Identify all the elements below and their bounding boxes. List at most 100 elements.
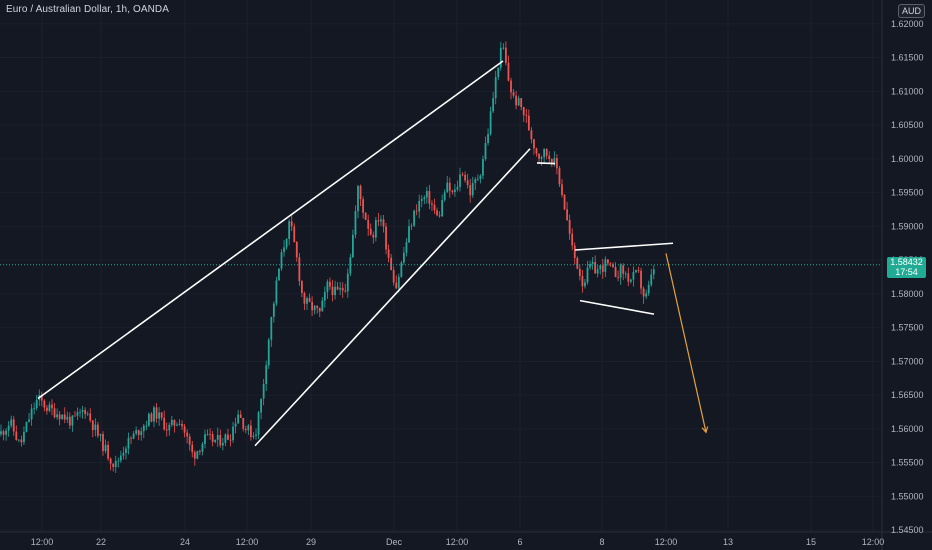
candle-body bbox=[553, 158, 556, 165]
forecast-arrow-line[interactable] bbox=[665, 253, 707, 433]
trendline[interactable] bbox=[37, 60, 504, 400]
candle-body bbox=[71, 415, 74, 426]
candle-body bbox=[51, 404, 53, 409]
candle-body bbox=[255, 434, 257, 436]
price-tick-label: 1.60500 bbox=[891, 120, 924, 130]
trendline[interactable] bbox=[536, 162, 556, 165]
candle-body bbox=[629, 279, 632, 282]
candle-body bbox=[17, 439, 20, 441]
candle-body bbox=[540, 157, 543, 159]
candle-body bbox=[418, 200, 421, 212]
candle-body bbox=[627, 273, 630, 282]
candle-body bbox=[275, 280, 278, 304]
candle-body bbox=[68, 416, 71, 426]
time-tick-label: 8 bbox=[599, 537, 604, 547]
candle-body bbox=[278, 268, 280, 281]
candle-body bbox=[576, 258, 579, 269]
candle-body bbox=[127, 437, 130, 449]
candle-body bbox=[405, 242, 408, 253]
candle-body bbox=[614, 267, 617, 278]
candle-body bbox=[568, 219, 571, 234]
candle-body bbox=[234, 423, 237, 427]
candle-body bbox=[362, 199, 364, 213]
candle-body bbox=[637, 270, 640, 271]
trendline[interactable] bbox=[579, 299, 655, 315]
candle-body bbox=[313, 305, 316, 311]
candle-body bbox=[63, 414, 66, 420]
candle-body bbox=[84, 410, 87, 415]
price-tick-label: 1.55000 bbox=[891, 491, 924, 501]
candle-body bbox=[415, 210, 418, 212]
candle-body bbox=[229, 439, 232, 441]
candle-body bbox=[48, 404, 51, 411]
price-axis[interactable]: 1.625001.620001.615001.610001.605001.600… bbox=[891, 0, 924, 535]
forecast-arrow-head bbox=[701, 426, 709, 434]
time-axis[interactable]: 12:00 22 24 12:00 29 Dec 12:00 6 8 12:00 13 15 12:00 bbox=[31, 537, 885, 547]
candle-body bbox=[2, 431, 5, 435]
candle-body bbox=[196, 450, 199, 459]
candle-body bbox=[650, 274, 653, 285]
candle-body bbox=[459, 174, 461, 187]
time-tick-label: 12:00 bbox=[655, 537, 678, 547]
candle-body bbox=[505, 47, 507, 63]
candle-body bbox=[176, 424, 178, 426]
candle-body bbox=[438, 215, 441, 217]
candle-body bbox=[512, 92, 515, 96]
candle-body bbox=[168, 424, 171, 431]
candle-body bbox=[571, 233, 574, 246]
candle-body bbox=[239, 414, 242, 419]
candle-body bbox=[290, 221, 293, 227]
candle-body bbox=[410, 225, 413, 227]
candle-body bbox=[466, 180, 469, 186]
candle-body bbox=[280, 252, 283, 269]
candle-body bbox=[395, 282, 398, 289]
candle-body bbox=[160, 412, 163, 418]
price-tick-label: 1.59500 bbox=[891, 188, 924, 198]
candle-body bbox=[334, 286, 336, 296]
candle-body bbox=[494, 77, 497, 99]
candle-body bbox=[497, 67, 500, 78]
candle-body bbox=[125, 448, 127, 453]
candle-body bbox=[288, 221, 291, 239]
candle-body bbox=[170, 420, 173, 425]
candle-body bbox=[247, 425, 250, 431]
price-tick-label: 1.56000 bbox=[891, 424, 924, 434]
candle-body bbox=[301, 281, 303, 294]
candle-body bbox=[130, 437, 132, 439]
candle-body bbox=[609, 263, 612, 265]
candle-body bbox=[119, 455, 122, 461]
candle-body bbox=[91, 420, 94, 430]
candle-body bbox=[645, 293, 648, 297]
candle-body bbox=[443, 192, 446, 201]
price-tick-label: 1.55500 bbox=[891, 458, 924, 468]
candle-body bbox=[97, 424, 99, 436]
candle-body bbox=[155, 407, 158, 419]
time-tick-label: 15 bbox=[806, 537, 816, 547]
candle-body bbox=[308, 298, 311, 302]
candle-body bbox=[295, 242, 298, 258]
candle-body bbox=[293, 226, 296, 243]
candle-body bbox=[221, 442, 224, 446]
candle-body bbox=[336, 286, 339, 290]
candle-body bbox=[561, 184, 563, 195]
candle-body bbox=[604, 259, 607, 272]
candle-body bbox=[527, 115, 530, 131]
candle-body bbox=[390, 257, 393, 271]
candle-body bbox=[265, 365, 268, 384]
candle-body bbox=[369, 228, 372, 235]
bar-countdown: 17:54 bbox=[895, 267, 918, 277]
trendline[interactable] bbox=[254, 148, 531, 447]
candle-body bbox=[387, 249, 390, 258]
candle-body bbox=[211, 434, 214, 442]
candle-body bbox=[122, 452, 125, 456]
trendline[interactable] bbox=[574, 242, 674, 251]
candle-body bbox=[357, 186, 359, 212]
currency-button[interactable]: AUD bbox=[898, 4, 926, 18]
time-tick-label: 24 bbox=[180, 537, 190, 547]
candle-body bbox=[74, 415, 76, 417]
candle-body bbox=[492, 98, 495, 112]
trendline-drawings[interactable] bbox=[37, 60, 709, 447]
price-tick-label: 1.54500 bbox=[891, 525, 924, 535]
candle-body bbox=[385, 226, 387, 250]
